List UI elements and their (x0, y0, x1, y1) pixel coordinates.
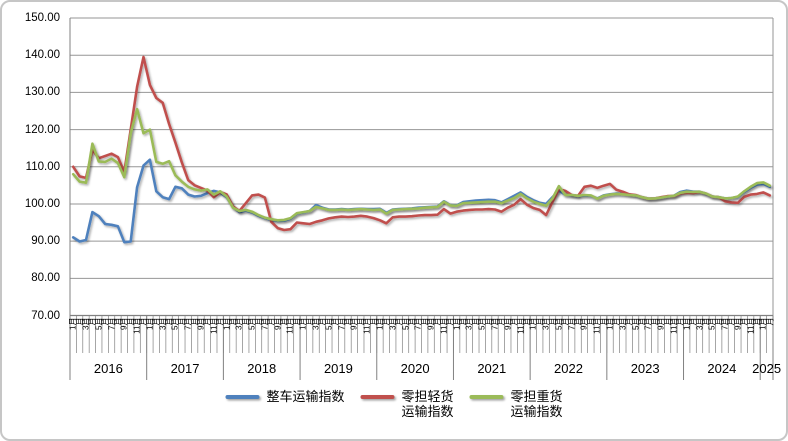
y-axis-tick-label: 130.00 (24, 86, 60, 99)
year-label: 2021 (477, 361, 507, 376)
year-label: 2016 (93, 361, 123, 376)
legend-line-sample-green (469, 395, 504, 399)
legend-item-ltl-light: 零担轻货 运输指数 (360, 389, 454, 419)
legend-line-sample-red (360, 395, 395, 399)
legend-label-ltl-light: 零担轻货 运输指数 (401, 389, 453, 419)
legend: 整车运输指数 零担轻货 运输指数 零担重货 运输指数 (225, 389, 563, 419)
y-axis-tick-label: 110.00 (25, 160, 60, 173)
legend-item-full-truck: 整车运输指数 (225, 389, 344, 404)
year-label: 2022 (554, 361, 583, 376)
legend-label-full-truck: 整车运输指数 (266, 389, 344, 404)
month-tick-label: 月 (765, 317, 775, 326)
y-axis-tick-label: 120.00 (24, 123, 60, 136)
y-axis-tick-label: 100.00 (24, 197, 60, 210)
legend-item-ltl-heavy: 零担重货 运输指数 (469, 389, 563, 419)
year-label: 2020 (400, 361, 430, 376)
legend-label-line: 零担轻货 (401, 389, 454, 404)
series-line-full-truck (71, 158, 772, 244)
year-label: 2019 (323, 361, 353, 376)
year-label: 2017 (170, 361, 200, 376)
year-label: 2025 (752, 361, 782, 376)
legend-label-line: 运输指数 (401, 404, 454, 419)
year-label: 2023 (630, 361, 660, 376)
year-label: 2024 (707, 361, 737, 376)
y-axis-tick-label: 150.00 (24, 12, 60, 24)
legend-label-line: 运输指数 (510, 404, 563, 419)
series-line-ltl-heavy (71, 107, 772, 222)
legend-line-sample-blue (225, 395, 260, 399)
year-label: 2018 (247, 361, 277, 376)
legend-label-line: 零担重货 (510, 389, 563, 404)
y-axis-tick-label: 90.00 (31, 235, 60, 248)
legend-label-ltl-heavy: 零担重货 运输指数 (511, 389, 563, 419)
y-axis-tick-label: 70.00 (31, 309, 60, 322)
y-axis-tick-label: 140.00 (24, 49, 60, 62)
legend-label-line: 整车运输指数 (266, 389, 345, 404)
y-axis-tick-label: 80.00 (31, 272, 60, 285)
